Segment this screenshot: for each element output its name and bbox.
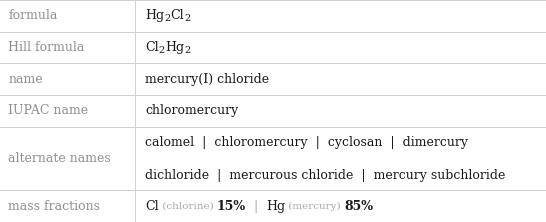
Text: 2: 2 (184, 46, 191, 55)
Text: mass fractions: mass fractions (8, 200, 100, 213)
Text: Cl: Cl (145, 200, 159, 213)
Text: Hill formula: Hill formula (8, 41, 85, 54)
Text: (chlorine): (chlorine) (159, 202, 217, 211)
Text: Hg: Hg (266, 200, 286, 213)
Text: 2: 2 (159, 46, 165, 55)
Text: (mercury): (mercury) (286, 202, 344, 211)
Text: |: | (246, 200, 266, 213)
Text: 2: 2 (184, 14, 191, 24)
Text: 85%: 85% (344, 200, 373, 213)
Text: calomel  |  chloromercury  |  cyclosan  |  dimercury: calomel | chloromercury | cyclosan | dim… (145, 136, 468, 149)
Text: mercury(I) chloride: mercury(I) chloride (145, 73, 269, 86)
Text: dichloride  |  mercurous chloride  |  mercury subchloride: dichloride | mercurous chloride | mercur… (145, 168, 506, 182)
Text: chloromercury: chloromercury (145, 105, 239, 117)
Text: name: name (8, 73, 43, 86)
Text: formula: formula (8, 9, 57, 22)
Text: Hg: Hg (145, 9, 164, 22)
Text: 2: 2 (164, 14, 170, 24)
Text: Cl: Cl (145, 41, 159, 54)
Text: Cl: Cl (170, 9, 184, 22)
Text: Hg: Hg (165, 41, 184, 54)
Text: 15%: 15% (217, 200, 246, 213)
Text: alternate names: alternate names (8, 152, 111, 165)
Text: IUPAC name: IUPAC name (8, 105, 88, 117)
